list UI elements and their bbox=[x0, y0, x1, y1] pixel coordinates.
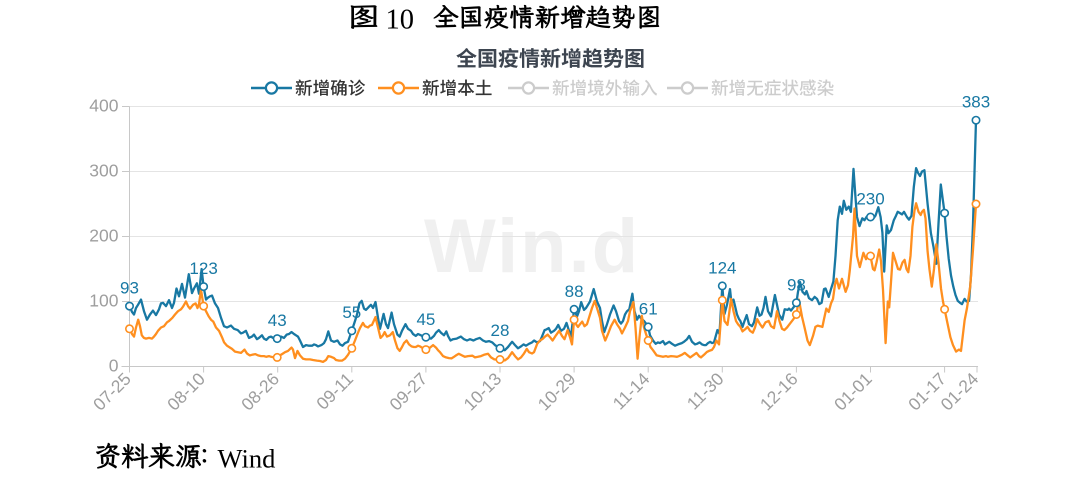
svg-text:12-16: 12-16 bbox=[756, 369, 802, 415]
svg-text:09-11: 09-11 bbox=[312, 369, 357, 414]
svg-text:45: 45 bbox=[416, 310, 435, 329]
svg-text:10-13: 10-13 bbox=[460, 369, 506, 415]
svg-text:08-10: 08-10 bbox=[163, 369, 209, 415]
svg-text:11-30: 11-30 bbox=[683, 369, 728, 414]
svg-text:10-29: 10-29 bbox=[534, 369, 580, 415]
svg-text:01-24: 01-24 bbox=[937, 369, 983, 415]
svg-text:11-14: 11-14 bbox=[609, 369, 654, 414]
svg-text:08-26: 08-26 bbox=[237, 369, 283, 415]
svg-text:200: 200 bbox=[89, 226, 118, 246]
svg-text:Win.d: Win.d bbox=[424, 204, 640, 289]
svg-text:0: 0 bbox=[109, 356, 119, 376]
svg-text:88: 88 bbox=[565, 282, 584, 301]
svg-text:10: 10 bbox=[386, 5, 415, 36]
svg-text:93: 93 bbox=[120, 279, 139, 298]
svg-text:09-27: 09-27 bbox=[385, 369, 431, 415]
svg-text:01-01: 01-01 bbox=[830, 369, 876, 415]
svg-text:400: 400 bbox=[89, 96, 118, 116]
svg-text:43: 43 bbox=[268, 311, 287, 330]
svg-text:Wind: Wind bbox=[218, 444, 276, 474]
svg-text:28: 28 bbox=[491, 321, 510, 340]
svg-text:100: 100 bbox=[89, 291, 118, 311]
svg-text:123: 123 bbox=[189, 259, 217, 278]
svg-text:124: 124 bbox=[708, 258, 736, 277]
svg-text:300: 300 bbox=[89, 161, 118, 181]
svg-text:383: 383 bbox=[962, 93, 990, 112]
svg-text:230: 230 bbox=[856, 190, 884, 209]
svg-text:61: 61 bbox=[639, 299, 658, 318]
